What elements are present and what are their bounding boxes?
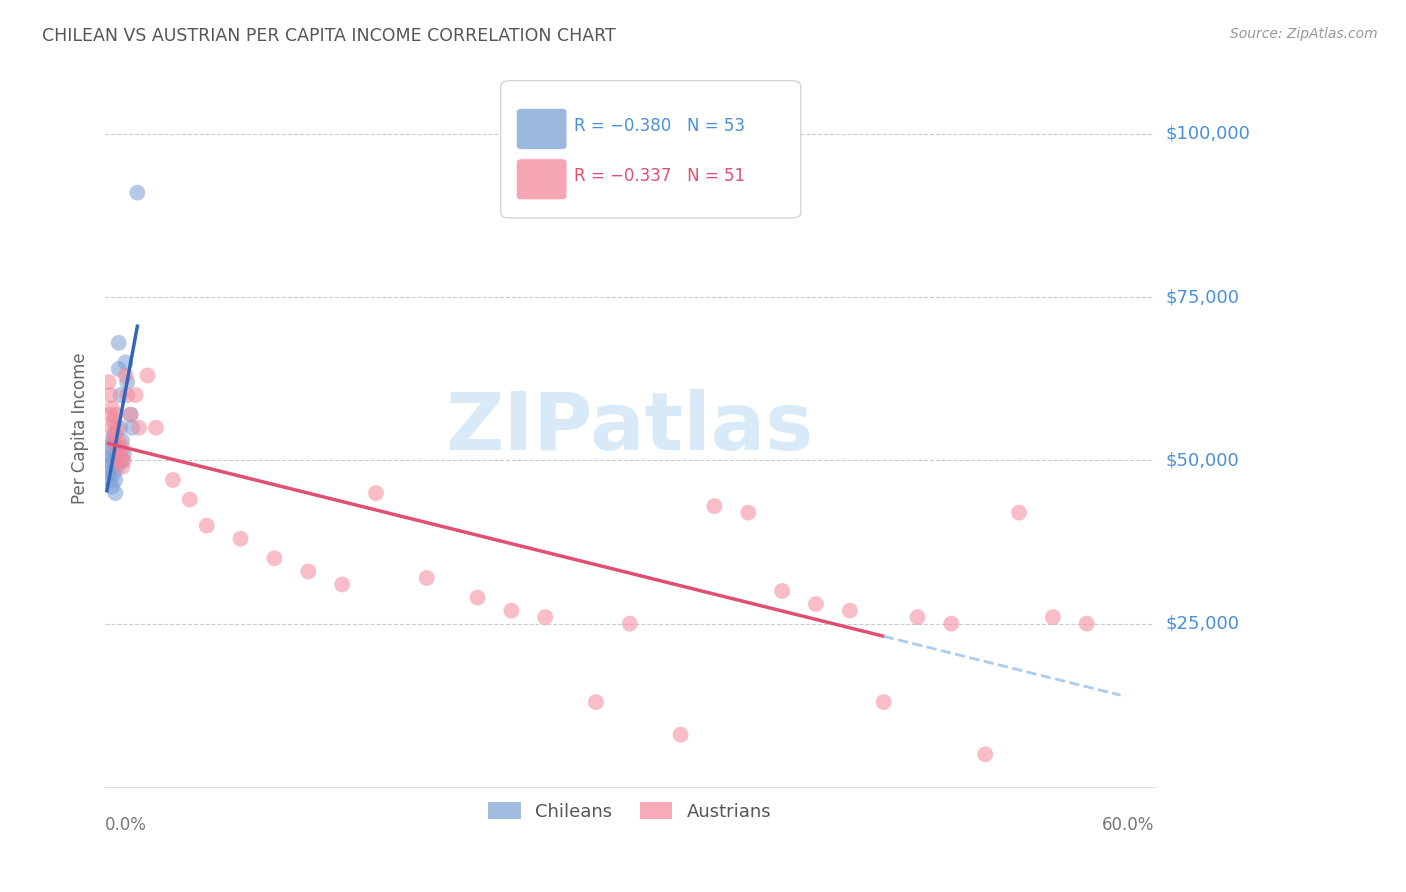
Point: [104, 408, 127, 422]
Point: [97, 447, 120, 461]
Point: [103, 434, 125, 448]
Point: [534, 610, 557, 624]
Text: R = −0.337   N = 51: R = −0.337 N = 51: [574, 168, 745, 186]
Point: [737, 506, 759, 520]
Point: [111, 453, 134, 467]
Point: [703, 499, 725, 513]
Point: [96, 453, 118, 467]
Text: 0.0%: 0.0%: [105, 815, 148, 834]
Point: [105, 440, 128, 454]
Text: $25,000: $25,000: [1166, 615, 1240, 632]
Point: [585, 695, 607, 709]
Point: [1008, 506, 1031, 520]
Point: [121, 421, 143, 435]
FancyBboxPatch shape: [501, 81, 801, 218]
Point: [101, 401, 124, 416]
Point: [112, 453, 135, 467]
Point: [101, 421, 124, 435]
Point: [124, 388, 146, 402]
Point: [98, 388, 121, 402]
Point: [107, 434, 129, 448]
Point: [103, 467, 125, 481]
Point: [105, 421, 128, 435]
Point: [330, 577, 353, 591]
Point: [974, 747, 997, 762]
Point: [98, 408, 121, 422]
Point: [120, 408, 142, 422]
Point: [111, 459, 134, 474]
Point: [104, 486, 127, 500]
Point: [107, 453, 129, 467]
Legend: Chileans, Austrians: Chileans, Austrians: [481, 795, 779, 828]
Point: [501, 604, 523, 618]
Text: CHILEAN VS AUSTRIAN PER CAPITA INCOME CORRELATION CHART: CHILEAN VS AUSTRIAN PER CAPITA INCOME CO…: [42, 27, 616, 45]
Text: R = −0.380   N = 53: R = −0.380 N = 53: [574, 117, 745, 135]
Point: [103, 427, 125, 442]
Point: [804, 597, 827, 611]
Point: [136, 368, 159, 383]
Text: Source: ZipAtlas.com: Source: ZipAtlas.com: [1230, 27, 1378, 41]
Point: [110, 447, 132, 461]
Point: [105, 440, 128, 454]
Point: [127, 186, 149, 200]
Point: [364, 486, 387, 500]
Point: [1042, 610, 1064, 624]
FancyBboxPatch shape: [516, 109, 567, 149]
Point: [162, 473, 184, 487]
Text: $100,000: $100,000: [1166, 125, 1250, 143]
Point: [110, 421, 132, 435]
Point: [115, 375, 138, 389]
Point: [104, 427, 127, 442]
Point: [941, 616, 963, 631]
Point: [107, 362, 129, 376]
Point: [107, 335, 129, 350]
Point: [128, 421, 150, 435]
Text: 60.0%: 60.0%: [1102, 815, 1154, 834]
Point: [297, 565, 319, 579]
Text: $50,000: $50,000: [1166, 451, 1239, 469]
Point: [669, 728, 692, 742]
Point: [770, 584, 793, 599]
Point: [145, 421, 167, 435]
Point: [111, 440, 134, 454]
Point: [229, 532, 252, 546]
Point: [97, 375, 120, 389]
Point: [104, 473, 127, 487]
Point: [103, 453, 125, 467]
Point: [101, 434, 124, 448]
Point: [263, 551, 285, 566]
Y-axis label: Per Capita Income: Per Capita Income: [72, 352, 89, 504]
Point: [872, 695, 894, 709]
Point: [838, 604, 860, 618]
Point: [115, 388, 138, 402]
Point: [105, 459, 128, 474]
Point: [111, 434, 134, 448]
Point: [112, 447, 135, 461]
Point: [101, 479, 124, 493]
Point: [104, 447, 127, 461]
Point: [97, 467, 120, 481]
Point: [619, 616, 641, 631]
Point: [98, 440, 121, 454]
Point: [416, 571, 439, 585]
Point: [98, 473, 121, 487]
Point: [114, 355, 136, 369]
Point: [467, 591, 489, 605]
Point: [110, 388, 132, 402]
Point: [103, 414, 125, 428]
Text: ZIPatlas: ZIPatlas: [446, 389, 814, 467]
Point: [114, 368, 136, 383]
Point: [195, 518, 218, 533]
Point: [98, 459, 121, 474]
Text: $75,000: $75,000: [1166, 288, 1240, 306]
Point: [907, 610, 929, 624]
FancyBboxPatch shape: [516, 159, 567, 200]
Point: [120, 408, 142, 422]
Point: [1076, 616, 1098, 631]
Point: [179, 492, 201, 507]
